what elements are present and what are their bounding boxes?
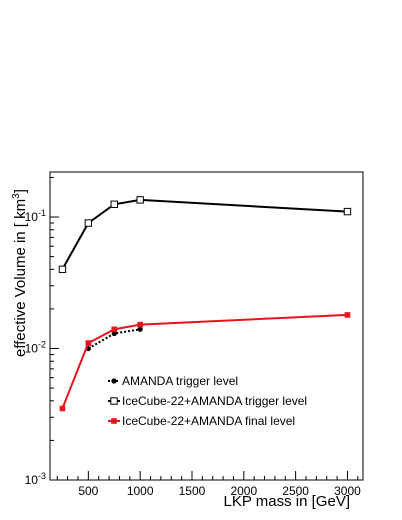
x-tick-label: 3000 [334, 484, 361, 498]
data-point [344, 312, 351, 318]
x-tick-label: 2500 [282, 484, 309, 498]
y-tick-base: 10 [25, 342, 39, 356]
y-tick-label: 10-2 [25, 340, 46, 356]
x-tick-label: 1500 [179, 484, 206, 498]
data-point [136, 196, 144, 204]
data-point [110, 200, 118, 208]
legend-label: IceCube-22+AMANDA trigger level [122, 394, 307, 408]
y-tick-label: 10-3 [25, 471, 46, 487]
y-axis-title-suffix: ] [12, 189, 29, 193]
x-axis-title: LKP mass in [GeV] [224, 493, 350, 510]
y-axis-title: effective Volume in [ km3] [11, 189, 29, 357]
data-point [85, 340, 92, 346]
legend-marker [111, 418, 117, 424]
y-tick-base: 10 [25, 210, 39, 224]
series-layer [58, 196, 352, 412]
x-tick-label: 500 [78, 484, 98, 498]
data-point [343, 207, 352, 216]
legend-entry: AMANDA trigger level [108, 374, 238, 388]
legend-marker [111, 378, 117, 384]
data-point [111, 326, 118, 333]
x-tick-label: 2000 [230, 484, 257, 498]
y-tick-label: 10-1 [25, 208, 46, 224]
data-point [59, 405, 66, 412]
y-tick-base: 10 [25, 473, 39, 487]
legend-entry: IceCube-22+AMANDA trigger level [108, 394, 307, 408]
data-point [137, 321, 143, 328]
series-2 [58, 196, 352, 274]
series-3 [59, 312, 351, 412]
legend-label: IceCube-22+AMANDA final level [122, 414, 295, 428]
y-tick-exponent: -2 [38, 340, 46, 350]
legend-marker [110, 397, 118, 405]
y-tick-exponent: -3 [38, 471, 46, 481]
data-point [58, 265, 67, 274]
x-tick-label: 1000 [127, 484, 154, 498]
y-axis-title-exponent: 3 [11, 193, 22, 199]
plot-frame [49, 171, 364, 481]
legend-entry: IceCube-22+AMANDA final level [108, 414, 295, 428]
data-point [84, 219, 93, 227]
data-point [137, 326, 143, 332]
legend-label: AMANDA trigger level [122, 374, 238, 388]
y-tick-exponent: -1 [38, 208, 46, 218]
y-axis-title-main: effective Volume in [ km [12, 199, 29, 357]
data-point [111, 330, 117, 337]
series-line [61, 198, 348, 270]
legend: AMANDA trigger level IceCube-22+AMANDA tr… [108, 374, 307, 428]
